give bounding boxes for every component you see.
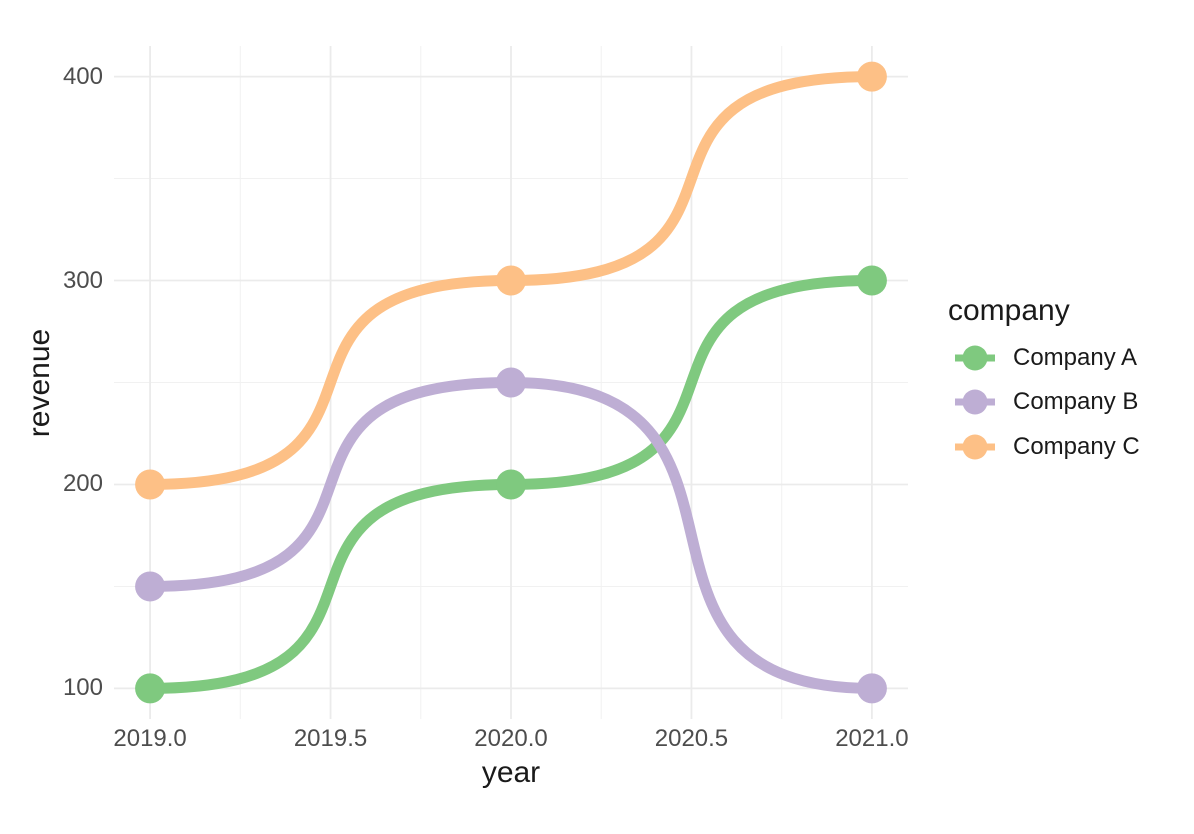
legend-item-company-a: Company A xyxy=(955,340,1137,376)
legend-label: Company B xyxy=(1013,388,1139,415)
legend-key-line-point-icon xyxy=(955,434,995,460)
x-axis-title: year xyxy=(481,756,541,789)
legend-label: Company A xyxy=(1013,344,1138,371)
y-tick-label: 200 xyxy=(62,470,103,498)
legend-item-company-c: Company C xyxy=(955,429,1140,465)
x-tick-label: 2019.5 xyxy=(293,725,368,752)
legend-title: company xyxy=(948,294,1070,327)
y-tick-label: 300 xyxy=(62,266,103,294)
legend-key-line-point-icon xyxy=(955,389,995,415)
x-tick-label: 2019.0 xyxy=(113,725,187,752)
x-tick-label: 2020.0 xyxy=(474,725,548,752)
x-tick-label: 2020.5 xyxy=(654,725,729,752)
data-series-layer xyxy=(135,61,887,704)
legend-item-company-b: Company B xyxy=(955,384,1138,420)
legend-key-line-point-icon xyxy=(955,345,995,371)
y-tick-label: 100 xyxy=(62,674,103,702)
legend-label: Company C xyxy=(1013,433,1140,460)
y-axis-title: revenue xyxy=(23,328,56,438)
y-tick-label: 400 xyxy=(62,62,103,90)
x-tick-label: 2021.0 xyxy=(835,725,909,752)
